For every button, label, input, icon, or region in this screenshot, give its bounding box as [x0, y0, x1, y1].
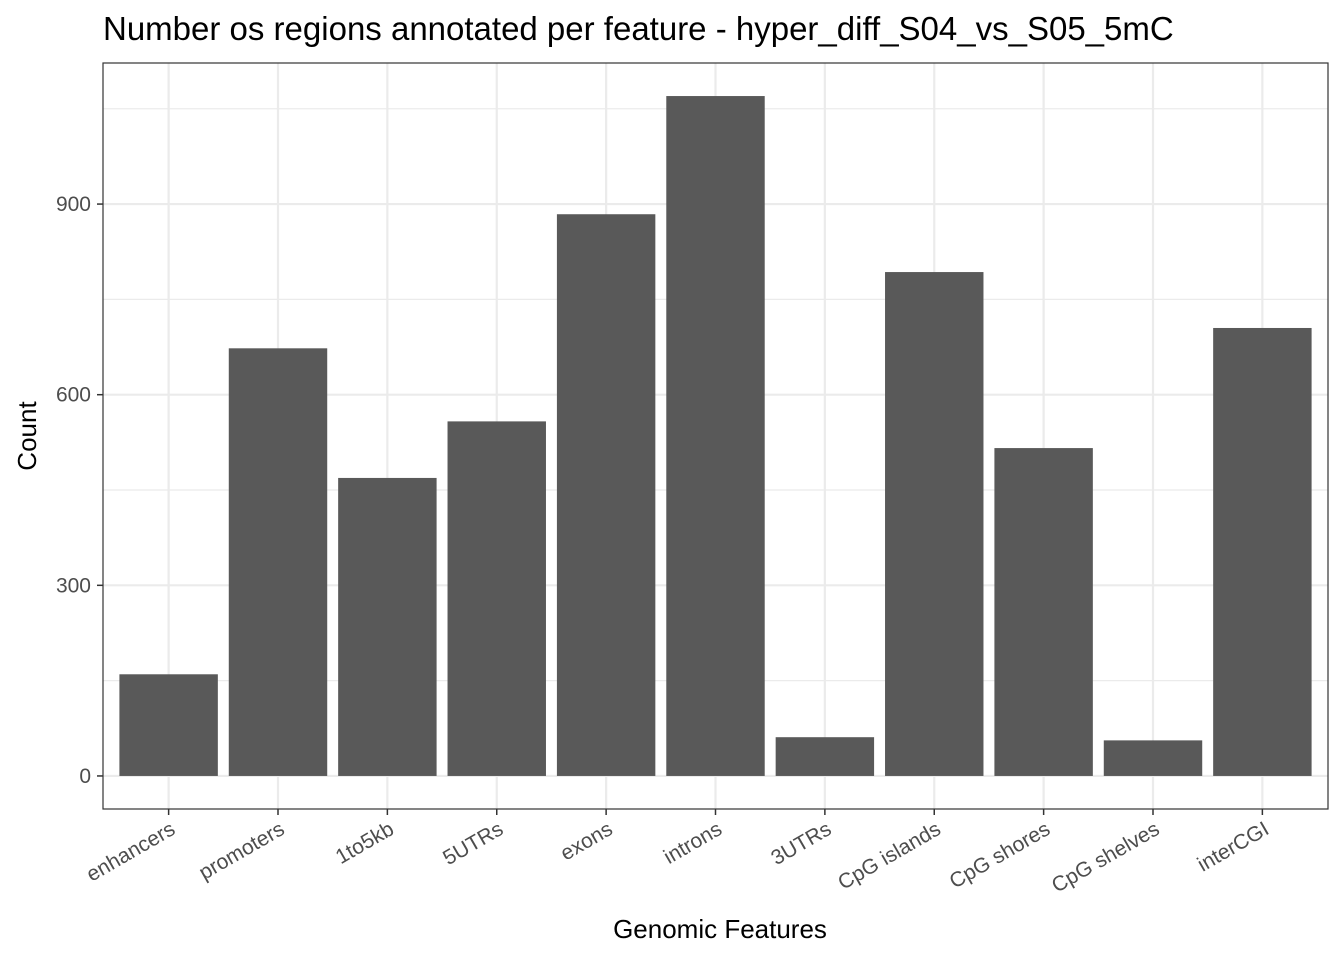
bar: [228, 348, 328, 776]
x-tick-label: CpG islands: [834, 817, 945, 894]
bar: [885, 272, 984, 776]
x-tick-label: 5UTRs: [439, 817, 507, 870]
bar: [556, 214, 656, 776]
bar: [994, 448, 1093, 776]
bar: [447, 421, 546, 776]
bar: [1213, 327, 1312, 776]
bar: [775, 737, 875, 776]
bars: [119, 96, 1312, 776]
x-tick-label: exons: [557, 817, 617, 865]
y-tick-label: 300: [56, 574, 91, 597]
bar: [338, 477, 437, 776]
x-tick-label: introns: [660, 817, 726, 868]
x-axis: enhancers promoters 1to5kb 5UTRs exons intron…: [83, 809, 1273, 897]
x-tick-label: enhancers: [83, 817, 179, 886]
y-tick-label: 0: [79, 765, 91, 788]
y-axis: 0 300 600 900: [56, 193, 103, 788]
x-tick-label: CpG shelves: [1048, 817, 1164, 897]
x-tick-label: promoters: [195, 817, 288, 884]
bar: [119, 674, 218, 776]
x-tick-label: CpG shores: [946, 817, 1055, 893]
x-axis-title: Genomic Features: [613, 914, 827, 944]
x-tick-label: 1to5kb: [332, 817, 398, 868]
y-tick-label: 600: [56, 384, 91, 407]
x-tick-label: 3UTRs: [767, 817, 835, 870]
x-tick-label: interCGI: [1194, 817, 1273, 876]
y-axis-title: Count: [12, 401, 42, 471]
bar: [666, 96, 765, 776]
bar: [1103, 740, 1203, 776]
chart-title: Number os regions annotated per feature …: [103, 10, 1174, 47]
y-tick-label: 900: [56, 193, 91, 216]
